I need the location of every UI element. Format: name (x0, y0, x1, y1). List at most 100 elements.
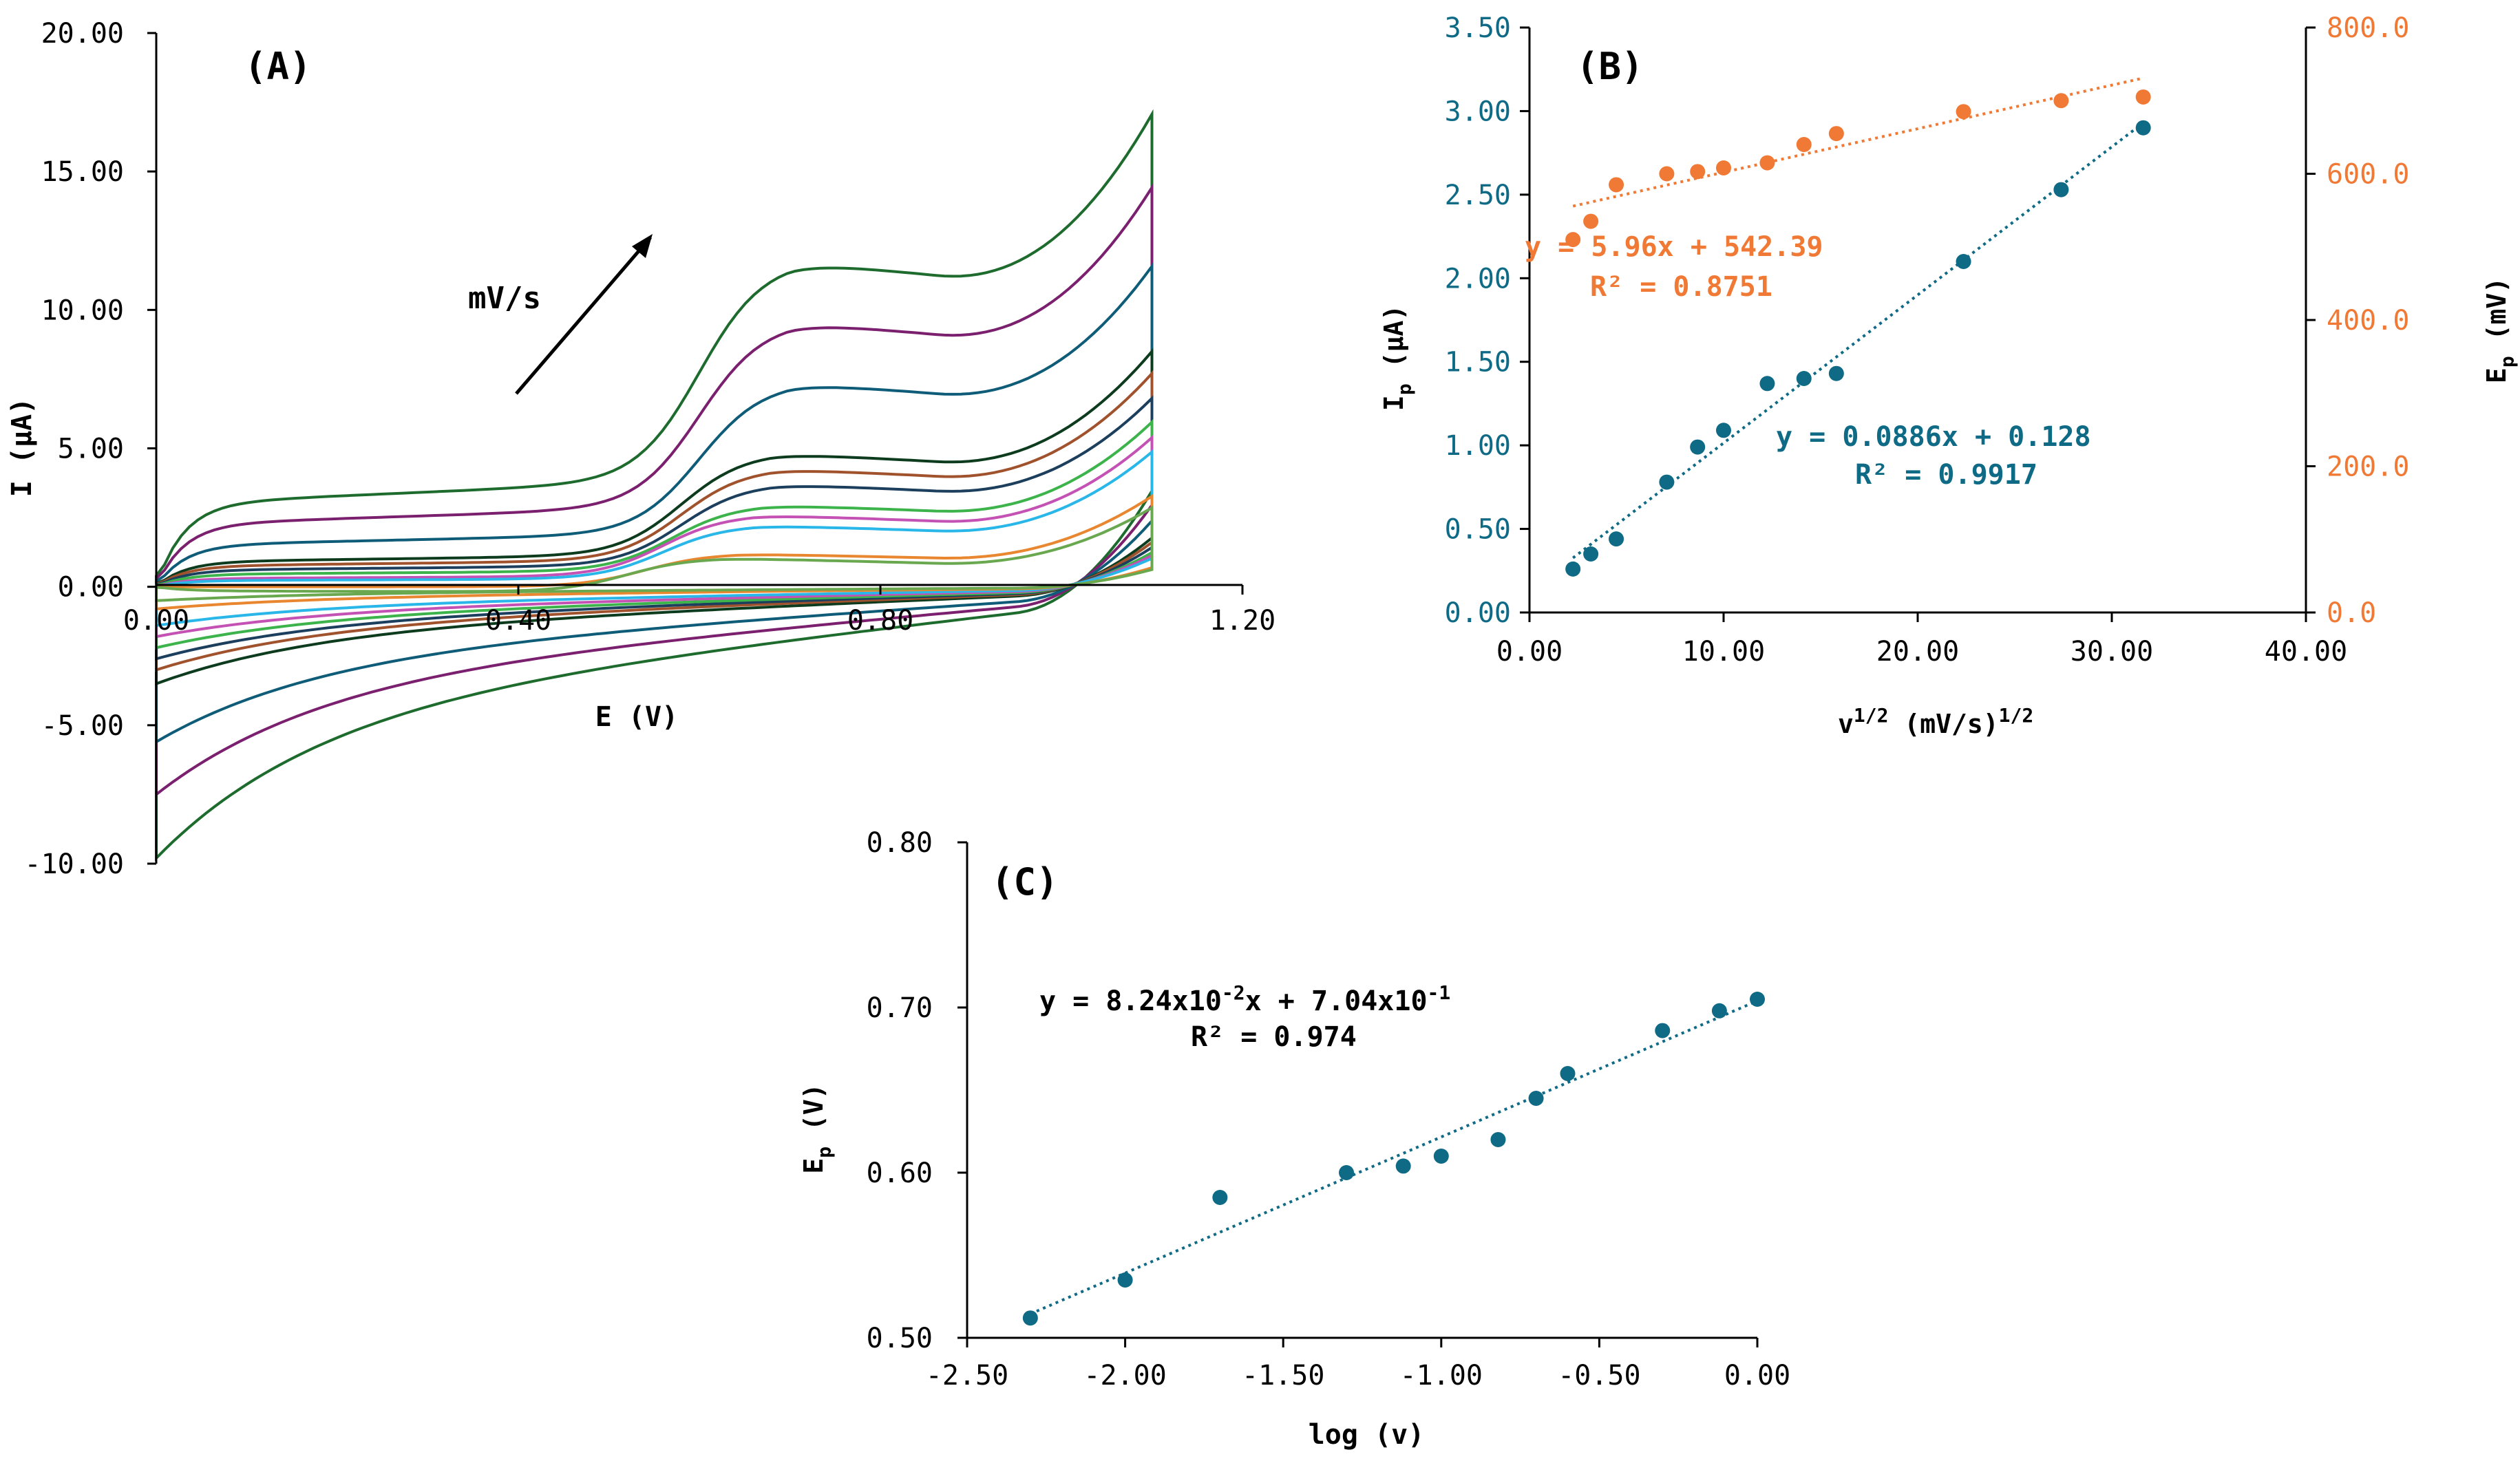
point-c (1117, 1272, 1133, 1288)
c-y-tick-label: 0.80 (867, 827, 933, 859)
left-label-sub: p (1393, 383, 1416, 395)
right-label-rest: (mV) (2481, 277, 2512, 356)
a-y-tick-label: -10.00 (25, 849, 125, 880)
a-y-tick-label: 20.00 (41, 18, 124, 50)
point-Ip (1609, 531, 1624, 547)
panel-a-y-label: I (µA) (6, 398, 38, 498)
panel-a-x-ticks: 0.00 0.40 0.80 1.20 (123, 585, 1275, 637)
a-x-tick-label: 1.20 (1209, 605, 1275, 637)
point-Ep (1609, 177, 1624, 193)
point-Ip (1583, 546, 1599, 562)
c-label-rest: (V) (798, 1083, 829, 1147)
panel-b-x-ticks: 0.00 10.00 20.00 30.00 40.00 (1496, 612, 2347, 668)
point-Ep (1828, 126, 1844, 142)
point-Ep (1956, 104, 1971, 120)
a-x-tick-label: 0.00 (123, 605, 189, 637)
x-label-sup2: 1/2 (1999, 704, 2034, 727)
b-x-tick-label: 40.00 (2265, 636, 2347, 668)
eq-sup1: -2 (1222, 981, 1245, 1004)
b-right-tick-label: 800.0 (2327, 12, 2409, 44)
point-Ep (1690, 164, 1706, 180)
b-right-tick-label: 400.0 (2327, 305, 2409, 337)
panel-c-x-label: log (v) (1309, 1419, 1425, 1451)
panel-c-y-ticks: 0.50 0.60 0.70 0.80 (867, 827, 967, 1354)
panel-b-title: (B) (1576, 45, 1644, 88)
left-label-rest: (µA) (1379, 305, 1409, 383)
b-x-tick-label: 0.00 (1496, 636, 1563, 668)
b-x-tick-label: 30.00 (2071, 636, 2153, 668)
point-Ep (2135, 89, 2151, 105)
cv-curve (155, 262, 1154, 745)
trendline-Ep (1572, 76, 2144, 208)
panel-a-y-ticks: -10.00 -5.00 0.00 5.00 10.00 15.00 20.00 (25, 18, 156, 880)
a-y-tick-label: 10.00 (41, 295, 124, 326)
a-x-tick-label: 0.80 (847, 605, 913, 637)
b-left-tick-label: 2.50 (1445, 180, 1511, 211)
ip-equation: y = 0.0886x + 0.128 (1776, 421, 2091, 453)
point-c (1212, 1190, 1228, 1205)
b-x-tick-label: 20.00 (1876, 636, 1959, 668)
panel-b: (B) 0.00 10.00 20.00 30.00 40.00 0.00 0.50 1.0… (1379, 12, 2519, 739)
b-left-tick-label: 1.50 (1445, 347, 1511, 378)
point-Ip (2135, 120, 2151, 136)
eq-pre: y = 8.24x10 (1039, 985, 1222, 1017)
b-right-tick-label: 200.0 (2327, 451, 2409, 483)
panel-c-title: (C) (991, 860, 1059, 904)
cv-curve (155, 370, 1154, 672)
panel-b-left-label: Ip (µA) (1379, 305, 1416, 411)
ep-equation: y = 5.96x + 542.39 (1525, 231, 1823, 263)
b-left-tick-label: 2.00 (1445, 263, 1511, 295)
cv-curve (155, 395, 1154, 661)
c-label-sub: p (813, 1147, 836, 1158)
panel-a-x-label: E (V) (595, 701, 678, 733)
point-Ep (1796, 137, 1812, 152)
b-left-tick-label: 3.00 (1445, 96, 1511, 127)
point-c (1560, 1066, 1576, 1081)
panel-a-curves (155, 109, 1154, 862)
x-label-rest: (mV/s) (1888, 709, 1998, 739)
c-x-tick-label: 0.00 (1724, 1360, 1790, 1391)
b-left-tick-label: 3.50 (1445, 12, 1511, 44)
point-Ip (2053, 182, 2069, 198)
c-x-tick-label: -1.50 (1242, 1360, 1324, 1391)
point-Ip (1956, 254, 1971, 269)
b-left-tick-label: 0.50 (1445, 514, 1511, 546)
x-label-main: v (1838, 709, 1854, 739)
scan-rate-annotation: mV/s (468, 281, 541, 316)
c-y-tick-label: 0.70 (867, 992, 933, 1024)
panel-b-points (1565, 89, 2151, 577)
a-x-tick-label: 0.40 (485, 605, 551, 637)
trendline-c (1030, 999, 1758, 1316)
point-Ip (1716, 423, 1731, 438)
c-x-tick-label: -2.50 (926, 1360, 1008, 1391)
scan-rate-arrow (515, 236, 652, 395)
point-c (1528, 1091, 1544, 1106)
panel-c-points (1022, 992, 1765, 1326)
ep-r2: R² = 0.8751 (1590, 271, 1772, 303)
point-Ep (1716, 160, 1731, 175)
panel-c-trendline (1030, 999, 1758, 1316)
panel-c: (C) -2.50 -2.00 -1.50 -1.00 -0.50 0.00 0.500.… (798, 827, 1790, 1451)
ip-r2: R² = 0.9917 (1855, 459, 2037, 491)
x-label-sup: 1/2 (1854, 704, 1889, 727)
a-y-tick-label: 0.00 (58, 572, 124, 604)
c-label-main: E (798, 1158, 829, 1174)
point-c (1750, 992, 1765, 1007)
c-x-tick-label: -1.00 (1400, 1360, 1483, 1391)
point-Ep (1565, 232, 1581, 248)
panel-b-left-ticks: 0.00 0.50 1.00 1.50 2.00 2.50 3.00 3.50 (1445, 12, 1529, 629)
b-left-tick-label: 1.00 (1445, 430, 1511, 462)
panel-c-y-label: Ep (V) (798, 1083, 836, 1173)
point-c (1339, 1165, 1355, 1180)
c-y-tick-label: 0.50 (867, 1323, 933, 1354)
point-Ip (1828, 365, 1844, 381)
b-right-tick-label: 600.0 (2327, 159, 2409, 191)
point-Ep (2053, 93, 2069, 109)
panel-b-right-label: Ep (mV) (2481, 277, 2519, 383)
point-c (1395, 1158, 1411, 1174)
right-label-sub: p (2496, 356, 2519, 367)
cv-curve (155, 505, 1154, 602)
panel-b-right-ticks: 0.0 200.0 400.0 600.0 800.0 (2306, 12, 2409, 629)
a-y-tick-label: 5.00 (58, 434, 124, 465)
point-Ip (1759, 376, 1775, 392)
